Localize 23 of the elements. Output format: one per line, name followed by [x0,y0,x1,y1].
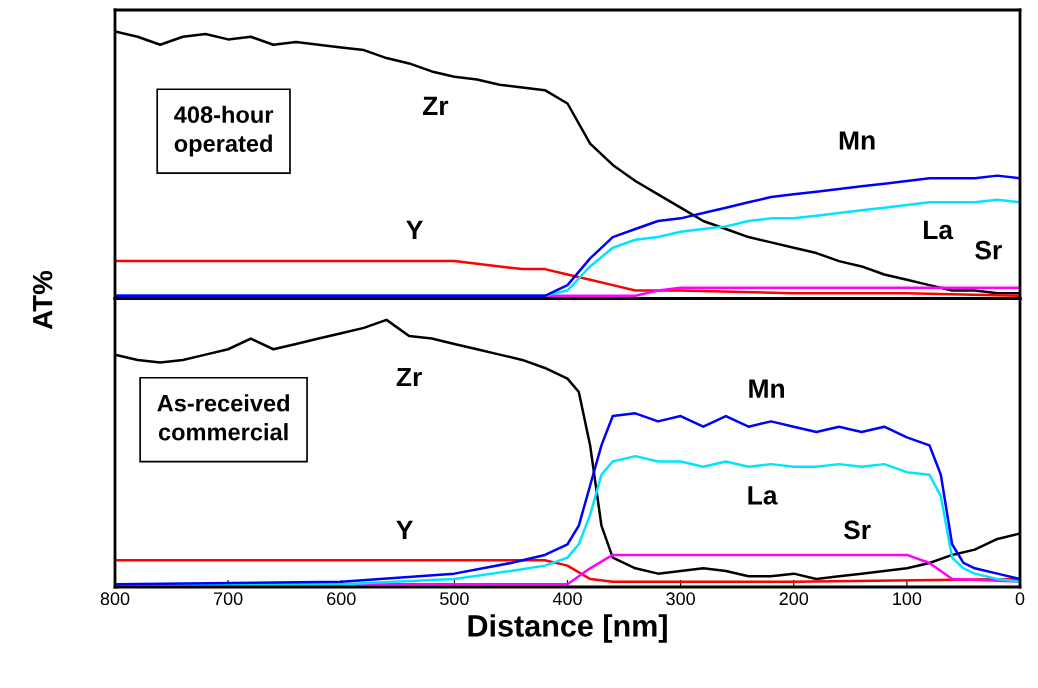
x-tick-label: 0 [1015,592,1025,606]
x-axis-title: Distance [nm] [468,614,667,643]
annotation: As-received commercial [157,394,289,441]
series-label: La [748,486,778,505]
x-tick-label: 200 [779,592,809,606]
x-tick-label: 100 [893,592,922,606]
series-label: Sr [843,520,871,540]
series-label: Y [406,220,423,239]
series-label: Mn [749,379,785,398]
y-axis-title: AT% [32,270,53,330]
x-tick-label: 500 [440,592,469,606]
x-tick-label: 400 [552,592,582,606]
series-label: Zr [422,96,449,115]
x-tick-label: 600 [327,592,356,606]
series-label: Mn [839,131,875,150]
series-label: Y [396,520,413,540]
x-tick-label: 300 [666,592,695,606]
series-label: Zr [396,367,422,387]
series-label: Sr [975,240,1002,260]
x-tick-label: 800 [100,592,130,606]
x-tick-label: 700 [213,592,243,606]
annotation: 408-hour operated [174,105,274,157]
series-label: La [924,220,954,240]
